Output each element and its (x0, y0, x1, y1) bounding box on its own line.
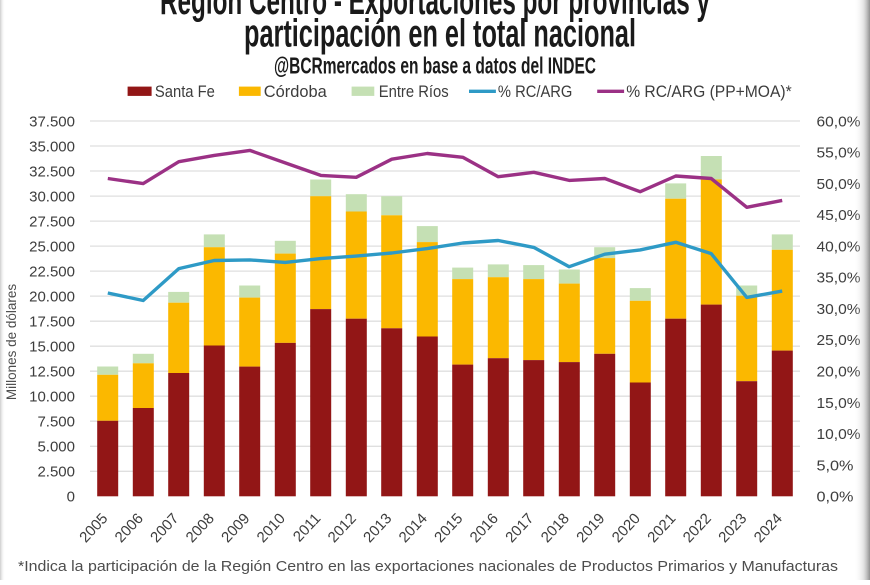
svg-text:40,0%: 40,0% (817, 238, 861, 255)
svg-text:Región Centro - Exportaciones: Región Centro - Exportaciones por provin… (160, 0, 710, 23)
svg-text:25,0%: 25,0% (817, 332, 861, 349)
svg-text:35.000: 35.000 (29, 138, 75, 155)
svg-text:Córdoba: Córdoba (264, 82, 328, 101)
svg-text:15,0%: 15,0% (817, 395, 861, 412)
svg-text:27.500: 27.500 (29, 213, 75, 230)
svg-text:participación en el total naci: participación en el total nacional (244, 13, 636, 56)
svg-text:Santa Fe: Santa Fe (155, 82, 215, 101)
svg-text:% RC/ARG (PP+MOA)*: % RC/ARG (PP+MOA)* (626, 82, 792, 101)
svg-text:12.500: 12.500 (29, 364, 75, 381)
svg-text:Millones de dólares: Millones de dólares (4, 284, 19, 401)
svg-text:22.500: 22.500 (29, 263, 75, 280)
svg-text:*Indica la participación de la: *Indica la participación de la Región Ce… (18, 558, 838, 575)
svg-text:35,0%: 35,0% (817, 270, 861, 287)
svg-text:25.000: 25.000 (29, 238, 75, 255)
svg-text:55,0%: 55,0% (817, 145, 861, 162)
svg-text:30.000: 30.000 (29, 188, 75, 205)
svg-text:30,0%: 30,0% (817, 301, 861, 318)
svg-text:10,0%: 10,0% (817, 426, 861, 443)
svg-text:50,0%: 50,0% (817, 176, 861, 193)
svg-text:45,0%: 45,0% (817, 207, 861, 224)
svg-text:60,0%: 60,0% (817, 113, 861, 130)
svg-text:% RC/ARG: % RC/ARG (498, 82, 573, 101)
svg-text:15.000: 15.000 (29, 338, 75, 355)
svg-text:37.500: 37.500 (29, 113, 75, 130)
svg-text:Entre Ríos: Entre Ríos (379, 82, 449, 101)
svg-text:5,0%: 5,0% (817, 457, 854, 474)
svg-text:17.500: 17.500 (29, 313, 75, 330)
svg-text:0: 0 (67, 489, 75, 506)
svg-text:2.500: 2.500 (37, 464, 75, 481)
svg-text:7.500: 7.500 (37, 414, 75, 431)
svg-text:32.500: 32.500 (29, 163, 75, 180)
svg-text:0,0%: 0,0% (817, 489, 854, 506)
svg-text:20.000: 20.000 (29, 288, 75, 305)
svg-text:@BCRmercados en base a datos d: @BCRmercados en base a datos del INDEC (274, 53, 596, 79)
svg-text:20,0%: 20,0% (817, 364, 861, 381)
svg-text:5.000: 5.000 (37, 439, 75, 456)
svg-text:10.000: 10.000 (29, 389, 75, 406)
